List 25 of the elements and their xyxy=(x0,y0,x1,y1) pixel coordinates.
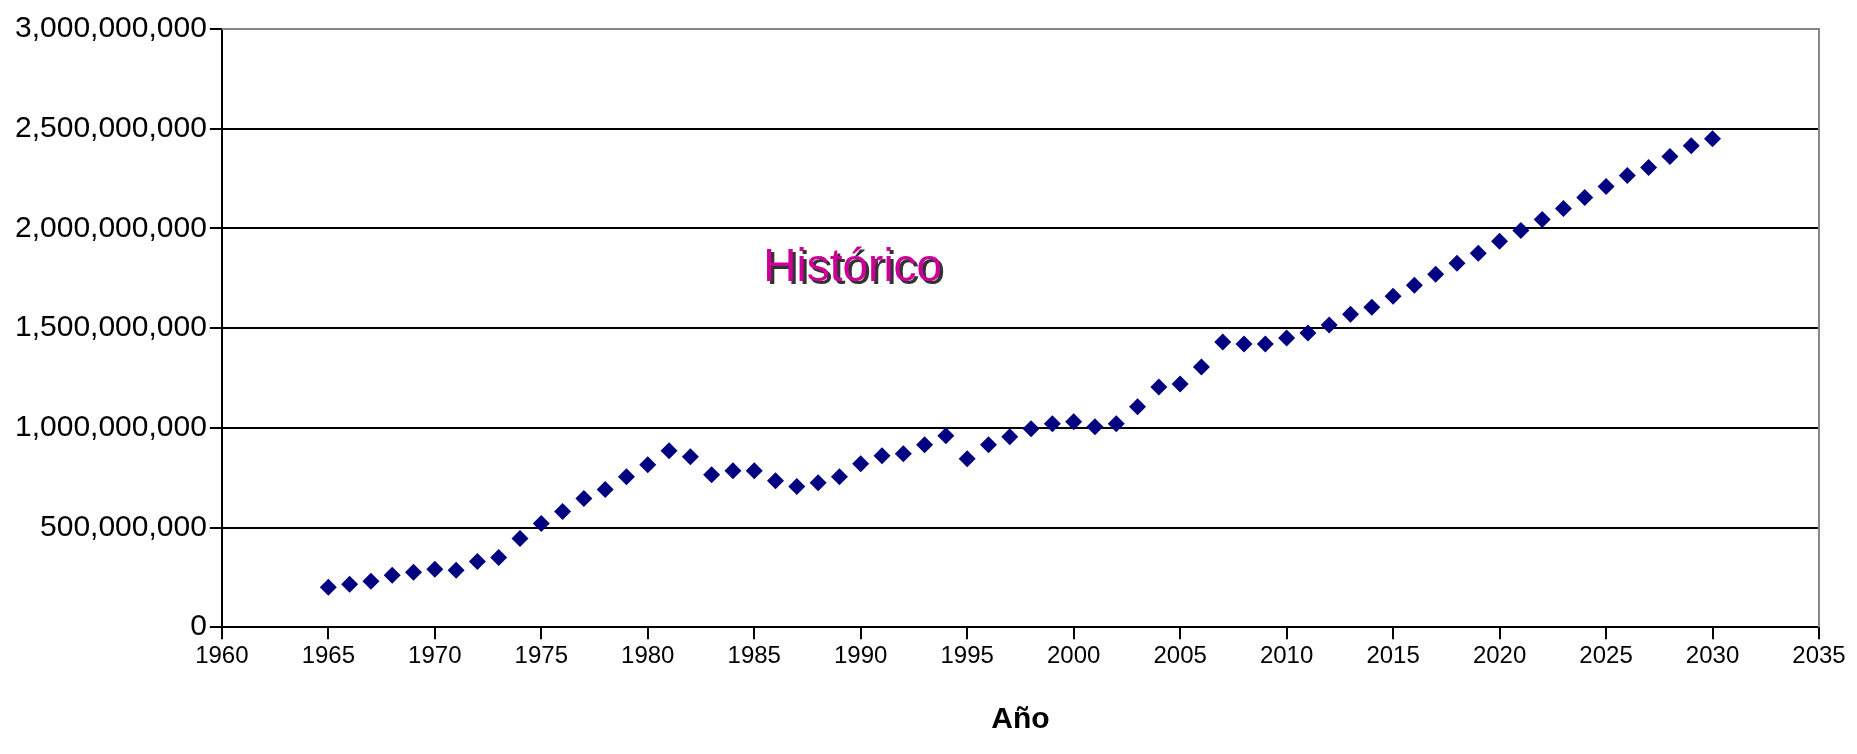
x-tick-label: 2005 xyxy=(1153,641,1207,669)
y-tick-label: 1,500,000,000 xyxy=(14,309,207,343)
y-tick-label: 3,000,000,000 xyxy=(14,10,207,44)
x-tick-label: 2015 xyxy=(1366,641,1420,669)
y-tick-label: 1,000,000,000 xyxy=(14,409,207,443)
x-tick-label: 2000 xyxy=(1046,641,1101,669)
x-tick-label: 2030 xyxy=(1685,641,1740,669)
x-tick-label: 1980 xyxy=(621,641,675,669)
y-tick-label: 500,000,000 xyxy=(40,508,207,542)
x-tick-label: 1985 xyxy=(727,641,781,669)
x-axis-title: Año xyxy=(991,701,1050,735)
y-tick-label: 2,500,000,000 xyxy=(14,109,207,143)
x-tick-label: 1965 xyxy=(301,641,356,669)
y-tick-label: 2,000,000,000 xyxy=(14,209,207,243)
annotation: Histórico xyxy=(766,241,946,294)
x-tick-label: 1995 xyxy=(940,641,994,669)
x-tick-label: 2010 xyxy=(1259,641,1314,669)
x-tick-label: 1990 xyxy=(834,641,888,669)
x-tick-label: 1970 xyxy=(408,641,462,669)
y-tick-label: 0 xyxy=(190,608,207,642)
x-tick-label: 2025 xyxy=(1579,641,1633,669)
x-tick-label: 1960 xyxy=(195,641,249,669)
x-tick-label: 2020 xyxy=(1472,641,1527,669)
x-tick-label: 1975 xyxy=(514,641,568,669)
x-tick-label: 2035 xyxy=(1792,641,1846,669)
